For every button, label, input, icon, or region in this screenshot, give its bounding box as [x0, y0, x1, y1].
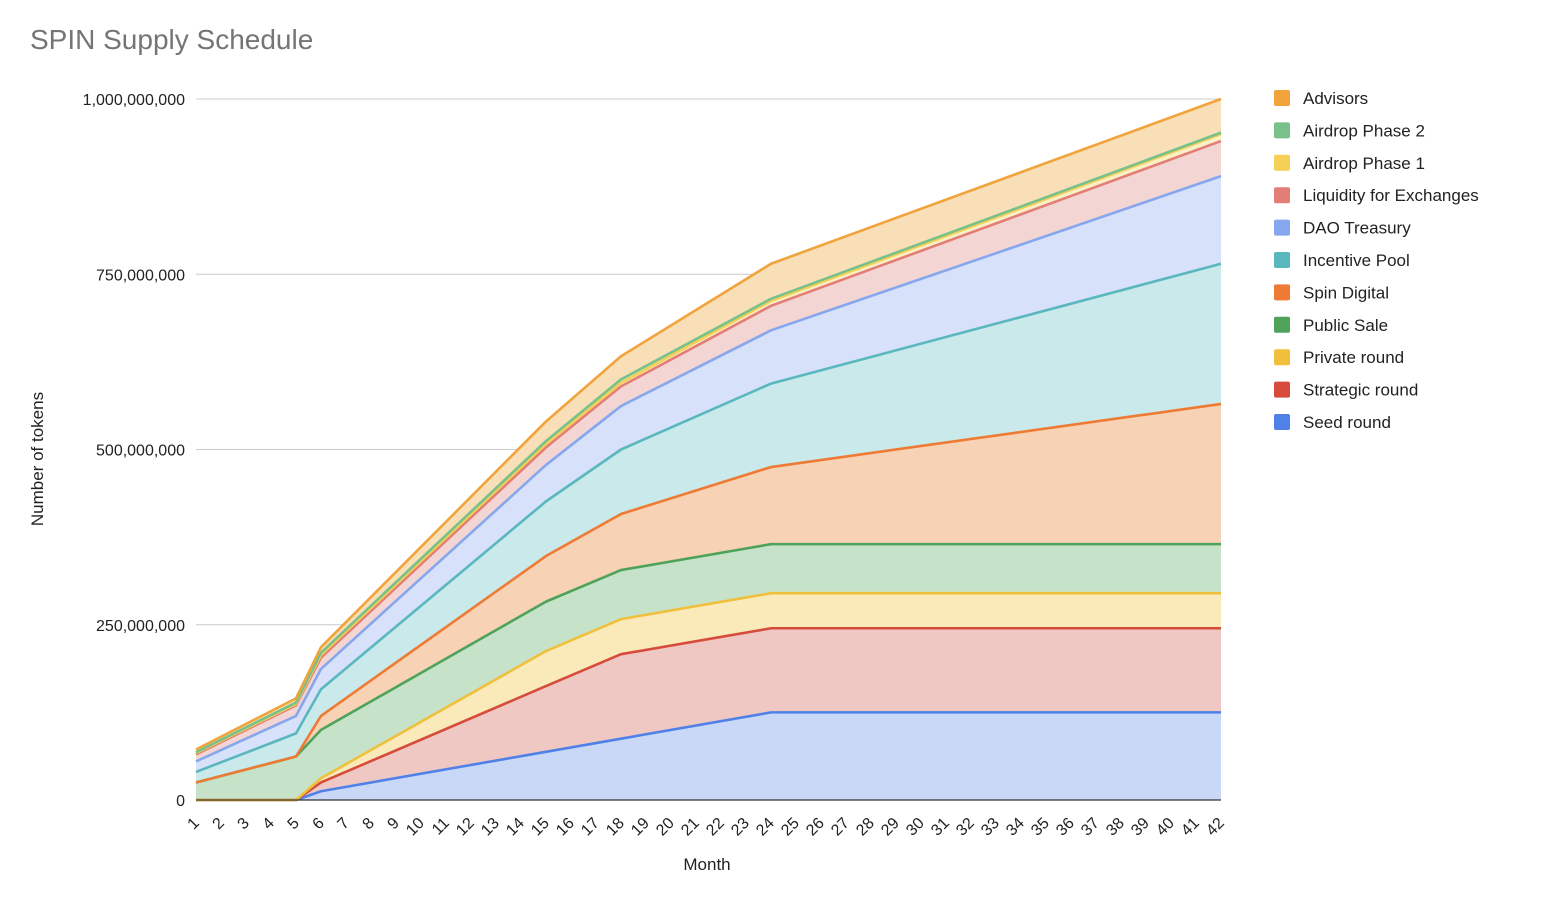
legend-swatch-liquidity-for-exchanges — [1274, 187, 1290, 204]
x-tick-label: 15 — [528, 815, 553, 840]
legend-label-liquidity-for-exchanges: Liquidity for Exchanges — [1303, 186, 1479, 205]
x-tick-label: 18 — [603, 815, 628, 840]
x-tick-label: 11 — [429, 815, 453, 839]
legend-swatch-dao-treasury — [1274, 219, 1290, 236]
legend-label-incentive-pool: Incentive Pool — [1303, 251, 1410, 270]
x-tick-label: 10 — [403, 815, 428, 840]
x-tick-label: 28 — [853, 815, 878, 840]
x-tick-label: 4 — [260, 815, 278, 833]
legend-swatch-spin-digital — [1274, 284, 1290, 301]
legend-label-strategic-round: Strategic round — [1303, 381, 1418, 400]
legend-label-public-sale: Public Sale — [1303, 316, 1388, 335]
area-liquidity-for-exchanges — [196, 141, 1221, 762]
x-tick-label: 38 — [1103, 815, 1128, 840]
legend: Advisors Airdrop Phase 2 Airdrop Phase 1 Li… — [1274, 89, 1479, 432]
x-tick-label: 9 — [385, 815, 403, 833]
legend-label-seed-round: Seed round — [1303, 413, 1391, 432]
x-axis-title: Month — [683, 855, 730, 874]
legend-swatch-public-sale — [1274, 316, 1290, 333]
x-tick-label: 42 — [1203, 815, 1228, 840]
line-dao-treasury — [195, 174, 1222, 763]
line-airdrop-phase-2 — [195, 131, 1222, 754]
area-seed-round — [196, 712, 1221, 800]
x-tick-label: 1 — [185, 815, 203, 833]
y-axis-title: Number of tokens — [28, 392, 47, 526]
area-strategic-round — [196, 628, 1221, 800]
x-tick-label: 14 — [503, 815, 528, 840]
x-tick-label: 6 — [310, 815, 328, 833]
x-tick-label: 2 — [210, 815, 228, 833]
x-tick-label: 32 — [953, 815, 978, 840]
legend-swatch-airdrop-phase-1 — [1274, 154, 1290, 171]
legend-swatch-advisors — [1274, 90, 1290, 106]
legend-swatch-incentive-pool — [1274, 252, 1290, 268]
x-tick-label: 34 — [1003, 815, 1028, 840]
x-tick-label: 7 — [335, 815, 353, 833]
area-public-sale — [196, 544, 1221, 800]
line-advisors — [195, 97, 1222, 751]
area-spin-digital — [196, 403, 1221, 783]
line-spin-digital — [195, 402, 1222, 784]
x-tick-label: 12 — [453, 815, 478, 840]
x-tick-label: 41 — [1178, 815, 1203, 840]
x-tick-label: 36 — [1053, 815, 1078, 840]
legend-label-airdrop-phase-1: Airdrop Phase 1 — [1303, 154, 1425, 173]
legend-label-spin-digital: Spin Digital — [1303, 283, 1389, 302]
area-private-round — [196, 593, 1221, 800]
y-tick-label: 1,000,000,000 — [83, 92, 185, 109]
x-tick-label: 30 — [903, 815, 928, 840]
area-layer — [196, 99, 1221, 800]
x-tick-label: 39 — [1128, 815, 1153, 840]
x-tick-label: 24 — [753, 815, 778, 840]
x-tick-label: 22 — [703, 815, 728, 840]
x-tick-label: 33 — [978, 815, 1003, 840]
x-tick-label: 8 — [360, 815, 378, 833]
area-advisors — [196, 99, 1221, 753]
x-tick-label: 31 — [928, 815, 953, 840]
y-tick-label: 750,000,000 — [96, 267, 185, 284]
legend-swatch-airdrop-phase-2 — [1274, 122, 1290, 139]
area-dao-treasury — [196, 176, 1221, 772]
x-tick-label: 13 — [478, 815, 503, 840]
x-tick-label: 26 — [803, 815, 828, 840]
x-tick-label: 5 — [285, 815, 303, 833]
x-tick-label: 19 — [628, 815, 653, 840]
x-tick-label: 3 — [235, 815, 253, 833]
x-tick-label: 29 — [878, 815, 903, 840]
legend-label-airdrop-phase-2: Airdrop Phase 2 — [1303, 121, 1425, 140]
x-tick-label: 23 — [728, 815, 753, 840]
x-tick-label: 17 — [578, 815, 603, 840]
x-tick-label: 20 — [653, 815, 678, 840]
x-tick-label: 27 — [828, 815, 853, 840]
legend-swatch-strategic-round — [1274, 381, 1290, 398]
area-incentive-pool — [196, 263, 1221, 783]
legend-label-advisors: Advisors — [1303, 89, 1368, 108]
x-tick-label: 35 — [1028, 815, 1053, 840]
legend-swatch-private-round — [1274, 349, 1290, 366]
legend-swatch-seed-round — [1274, 414, 1290, 430]
legend-label-private-round: Private round — [1303, 348, 1404, 367]
y-tick-label: 0 — [176, 793, 185, 810]
legend-label-dao-treasury: DAO Treasury — [1303, 219, 1411, 238]
x-tick-label: 25 — [778, 815, 803, 840]
line-incentive-pool — [195, 262, 1222, 774]
y-tick-label: 250,000,000 — [96, 618, 185, 635]
x-tick-label: 37 — [1078, 815, 1103, 840]
chart-title: SPIN Supply Schedule — [30, 24, 314, 55]
x-tick-label: 40 — [1153, 815, 1178, 840]
x-tick-label: 16 — [553, 815, 578, 840]
y-tick-label: 500,000,000 — [96, 443, 185, 460]
x-tick-label: 21 — [678, 815, 703, 840]
